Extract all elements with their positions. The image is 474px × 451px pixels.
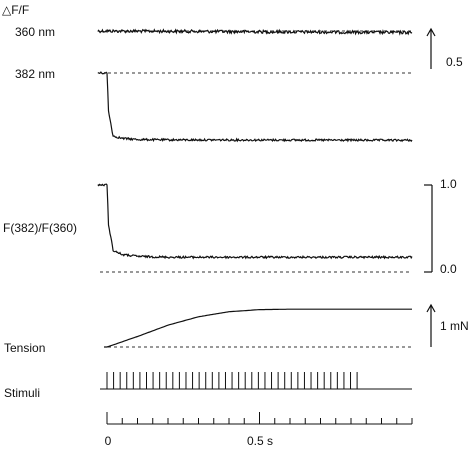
trace-label-360nm: 360 nm xyxy=(15,25,55,39)
scale-bar-label-tension: 1 mN xyxy=(440,319,469,333)
trace-label-ratio: F(382)/F(360) xyxy=(3,221,77,235)
scale-bar-fluorescence-arrowhead xyxy=(426,27,436,37)
scale-bar-label-fluorescence: 0.5 xyxy=(446,55,463,69)
scale-bar-tension-arrowhead xyxy=(426,303,436,313)
trace-360nm xyxy=(97,28,413,36)
scale-bar-label-ratio-top: 1.0 xyxy=(440,177,457,191)
trace-382nm xyxy=(97,71,413,143)
trace-label-tension: Tension xyxy=(4,341,45,355)
trace-tension xyxy=(104,308,412,348)
time-tick-label-0-5s: 0.5 s xyxy=(247,434,273,448)
time-tick-label-0: 0 xyxy=(105,434,112,448)
trace-ratio xyxy=(97,183,413,260)
y-axis-label: △F/F xyxy=(2,3,29,17)
trace-label-382nm: 382 nm xyxy=(15,67,55,81)
scale-bar-label-ratio-bottom: 0.0 xyxy=(440,262,457,276)
trace-label-stimuli: Stimuli xyxy=(4,386,40,400)
